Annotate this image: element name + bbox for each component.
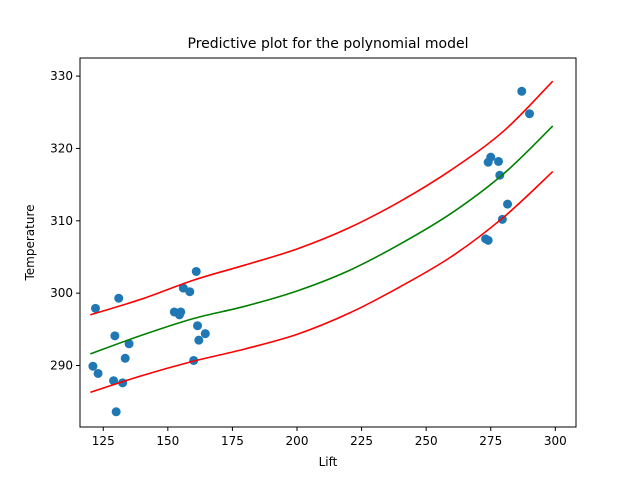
data-point-23	[486, 152, 496, 162]
x-tick-label-200: 200	[286, 434, 309, 448]
data-point-19	[200, 329, 210, 339]
x-tick-label-175: 175	[221, 434, 244, 448]
fit-curve	[90, 125, 554, 355]
lower-curve	[90, 171, 554, 394]
data-point-6	[114, 293, 124, 303]
data-point-25	[495, 170, 505, 180]
data-point-8	[120, 353, 130, 363]
data-point-5	[111, 407, 121, 417]
y-tick-label-320: 320	[50, 141, 73, 155]
data-point-18	[194, 335, 204, 345]
data-point-29	[525, 109, 534, 119]
data-point-28	[517, 86, 527, 96]
data-point-1	[91, 303, 100, 313]
y-tick-label-300: 300	[50, 286, 73, 300]
data-point-27	[503, 199, 513, 209]
data-point-14	[185, 287, 195, 297]
data-point-0	[88, 361, 98, 371]
x-tick-label-125: 125	[92, 434, 115, 448]
x-tick-label-275: 275	[479, 434, 502, 448]
data-point-17	[193, 321, 203, 331]
data-point-3	[109, 376, 119, 386]
y-tick-label-310: 310	[50, 214, 73, 228]
y-tick-label-290: 290	[50, 359, 73, 373]
x-tick-label-150: 150	[156, 434, 179, 448]
data-point-4	[110, 331, 120, 341]
upper-curve	[90, 80, 554, 316]
y-axis-title: Temperature	[23, 204, 37, 281]
axes: 125 150 175 200 225 250 275 300 290 300 310 320 330	[50, 69, 567, 448]
x-tick-label-300: 300	[544, 434, 567, 448]
chart-title: Predictive plot for the polynomial model	[188, 36, 469, 52]
plot-frame	[79, 57, 577, 428]
data-point-12	[176, 307, 186, 317]
data-point-16	[191, 266, 201, 276]
x-tick-label-250: 250	[415, 434, 438, 448]
y-tick-label-330: 330	[50, 69, 73, 83]
data-point-21	[483, 235, 493, 245]
x-axis-title: Lift	[319, 455, 338, 469]
data-point-9	[124, 339, 134, 349]
data-point-24	[494, 156, 503, 166]
x-tick-label-225: 225	[350, 434, 373, 448]
data-point-2	[93, 368, 103, 378]
plot-area	[88, 80, 554, 417]
